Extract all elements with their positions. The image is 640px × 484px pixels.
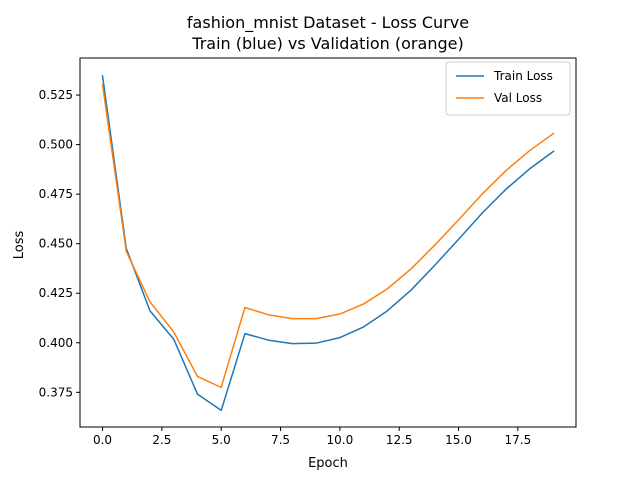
x-tick-label: 7.5 (271, 433, 290, 447)
legend: Train Loss Val Loss (445, 61, 571, 116)
y-tick-label: 0.500 (39, 138, 73, 152)
series-line-val-loss (101, 84, 555, 389)
y-tick-label: 0.375 (39, 385, 73, 399)
x-tick-label: 17.5 (504, 433, 531, 447)
x-tick-label: 5.0 (212, 433, 231, 447)
x-axis-label: Epoch (308, 456, 348, 471)
y-tick-label: 0.475 (39, 187, 73, 201)
legend-label-train-loss: Train Loss (493, 69, 553, 83)
x-tick-label: 15.0 (445, 433, 472, 447)
chart-title-line-1: fashion_mnist Dataset - Loss Curve (187, 13, 469, 33)
x-tick-label: 0.0 (93, 433, 112, 447)
x-tick-label: 2.5 (152, 433, 171, 447)
y-tick-label: 0.525 (39, 88, 73, 102)
x-tick-label: 10.0 (327, 433, 354, 447)
series-line-train-loss (101, 75, 555, 412)
y-axis-label: Loss (12, 231, 27, 260)
chart-title-line-2: Train (blue) vs Validation (orange) (191, 34, 463, 53)
y-tick-label: 0.450 (39, 237, 73, 251)
y-tick-label: 0.400 (39, 336, 73, 350)
x-tick-label: 12.5 (386, 433, 413, 447)
axes-frame (79, 57, 577, 428)
y-tick-label: 0.425 (39, 286, 73, 300)
plot-area: 0.0 2.5 5.0 7.5 10.0 12.5 15.0 17.5 0.375 0.400 0.… (39, 57, 577, 447)
legend-label-val-loss: Val Loss (494, 91, 542, 105)
